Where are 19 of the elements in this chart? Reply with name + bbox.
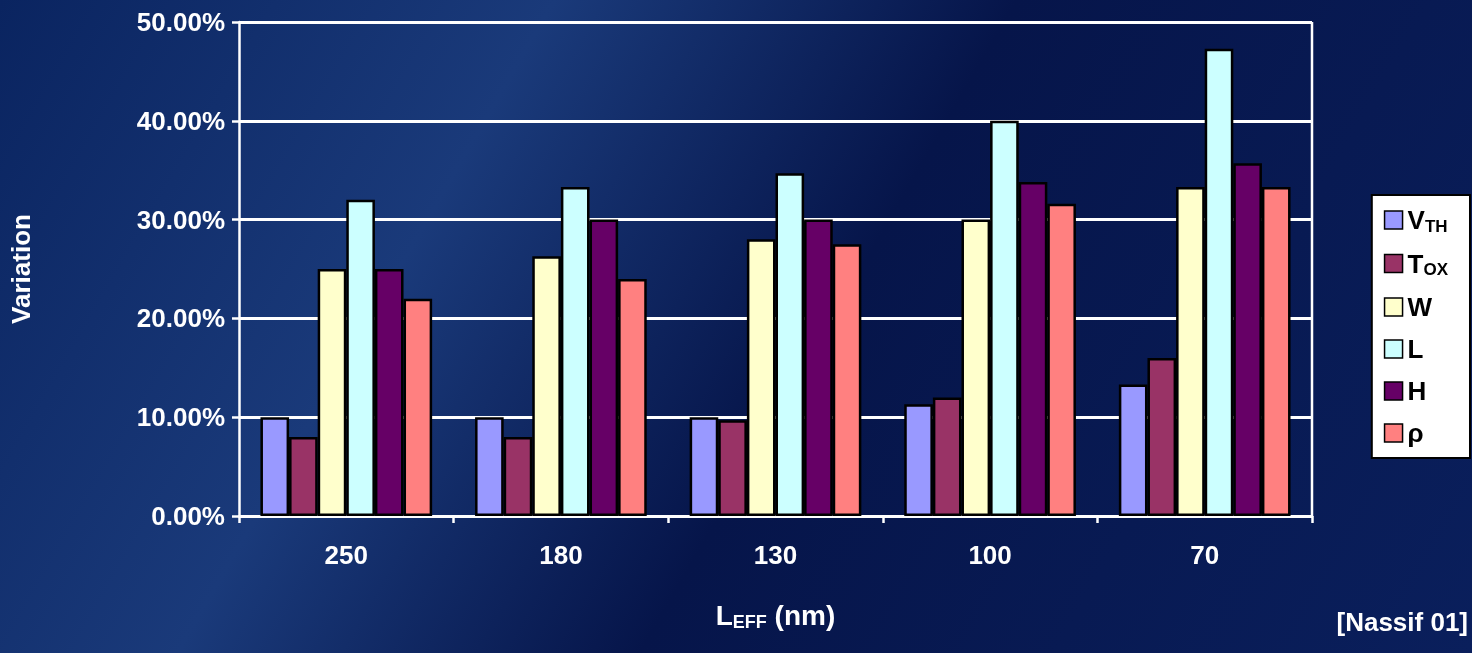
y-tick-label: 10.00%	[136, 402, 225, 433]
x-tick-label: 250	[324, 540, 368, 570]
y-axis-title: Variation	[6, 214, 36, 324]
y-tick-label: 0.00%	[151, 501, 225, 531]
y-tick-label: 40.00%	[136, 105, 225, 136]
x-tick-label: 130	[753, 540, 798, 570]
legend-label: H	[1407, 376, 1427, 406]
legend-label: W	[1407, 292, 1433, 322]
text: [Nassif 01]	[1336, 607, 1468, 637]
x-tick-label: 100	[968, 540, 1012, 570]
legend-label: TOX	[1407, 248, 1449, 279]
y-tick-label: 20.00%	[136, 303, 225, 334]
x-tick-label: 70	[1190, 540, 1220, 570]
legend-label: L	[1407, 334, 1424, 364]
y-tick-label: 50.00%	[136, 7, 225, 37]
legend-label: VTH	[1407, 205, 1448, 236]
legend-label: ρ	[1407, 418, 1424, 448]
x-tick-label: 180	[539, 540, 583, 570]
y-tick-label: 30.00%	[136, 204, 225, 235]
